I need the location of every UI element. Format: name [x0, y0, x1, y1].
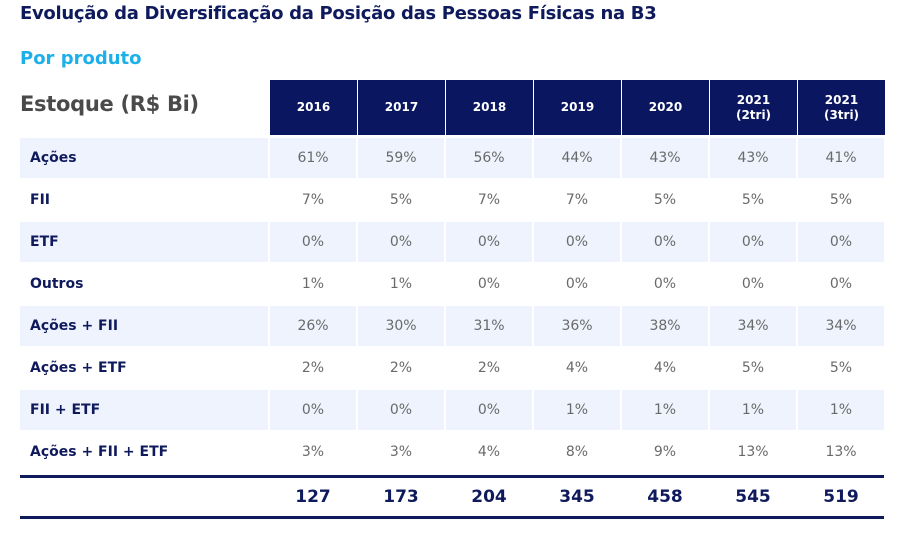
- page-subtitle: Por produto: [20, 48, 142, 69]
- table-cell: 0%: [477, 276, 501, 292]
- row-label: Outros: [30, 276, 84, 292]
- table-cell: 0%: [270, 222, 356, 262]
- table-cell: 4%: [653, 360, 677, 376]
- table-cell: 5%: [389, 192, 413, 208]
- table-cell: 30%: [358, 306, 444, 346]
- table-cell: 1%: [301, 276, 325, 292]
- table-row: FII + ETF 0% 0% 0% 1% 1% 1% 1%: [20, 390, 884, 430]
- row-label: Ações: [20, 138, 268, 178]
- total-cell: 458: [647, 487, 683, 507]
- table-cell: 0%: [798, 222, 884, 262]
- total-cell: 173: [383, 487, 419, 507]
- table-cell: 0%: [829, 276, 853, 292]
- table-corner-label: Estoque (R$ Bi): [20, 92, 199, 116]
- table-cell: 0%: [446, 390, 532, 430]
- table-cell: 1%: [534, 390, 620, 430]
- column-header: 2021 (2tri): [710, 80, 797, 135]
- table-cell: 5%: [829, 360, 853, 376]
- column-header: 2016: [270, 80, 357, 135]
- divider-line: [20, 475, 884, 478]
- divider-line: [20, 516, 884, 519]
- total-cell: 345: [559, 487, 595, 507]
- table-row: Outros 1% 1% 0% 0% 0% 0% 0%: [20, 264, 884, 304]
- table-cell: 0%: [534, 222, 620, 262]
- row-label: Ações + FII: [20, 306, 268, 346]
- row-label: ETF: [20, 222, 268, 262]
- table-cell: 34%: [710, 306, 796, 346]
- table-cell: 1%: [622, 390, 708, 430]
- table-cell: 1%: [389, 276, 413, 292]
- table-cell: 26%: [270, 306, 356, 346]
- table-cell: 3%: [389, 444, 413, 460]
- column-header: 2019: [534, 80, 621, 135]
- row-label: Ações + ETF: [30, 360, 127, 376]
- table-cell: 2%: [389, 360, 413, 376]
- table-cell: 13%: [737, 444, 769, 460]
- table-cell: 0%: [270, 390, 356, 430]
- table-cell: 0%: [565, 276, 589, 292]
- table-cell: 5%: [653, 192, 677, 208]
- table-row: Ações 61% 59% 56% 44% 43% 43% 41%: [20, 138, 884, 178]
- table-cell: 43%: [622, 138, 708, 178]
- table-cell: 5%: [829, 192, 853, 208]
- column-header: 2018: [446, 80, 533, 135]
- total-cell: 127: [295, 487, 331, 507]
- column-header: 2020: [622, 80, 709, 135]
- table-cell: 7%: [301, 192, 325, 208]
- table-cell: 8%: [565, 444, 589, 460]
- table-cell: 5%: [741, 192, 765, 208]
- table-cell: 4%: [565, 360, 589, 376]
- row-label: FII + ETF: [20, 390, 268, 430]
- table-cell: 34%: [798, 306, 884, 346]
- table-cell: 43%: [710, 138, 796, 178]
- table-cell: 2%: [477, 360, 501, 376]
- table-cell: 0%: [622, 222, 708, 262]
- table-row: ETF 0% 0% 0% 0% 0% 0% 0%: [20, 222, 884, 262]
- total-cell: 519: [823, 487, 859, 507]
- table-cell: 31%: [446, 306, 532, 346]
- table-cell: 0%: [653, 276, 677, 292]
- table-cell: 59%: [358, 138, 444, 178]
- table-cell: 0%: [446, 222, 532, 262]
- table-row: Ações + ETF 2% 2% 2% 4% 4% 5% 5%: [20, 348, 884, 388]
- column-header: 2021 (3tri): [798, 80, 885, 135]
- table-cell: 56%: [446, 138, 532, 178]
- table-row: Ações + FII 26% 30% 31% 36% 38% 34% 34%: [20, 306, 884, 346]
- table-cell: 0%: [710, 222, 796, 262]
- table-cell: 41%: [798, 138, 884, 178]
- table-cell: 5%: [741, 360, 765, 376]
- table-cell: 7%: [565, 192, 589, 208]
- table-cell: 38%: [622, 306, 708, 346]
- table-cell: 1%: [798, 390, 884, 430]
- table-cell: 0%: [741, 276, 765, 292]
- table-cell: 3%: [301, 444, 325, 460]
- table-cell: 0%: [358, 222, 444, 262]
- total-cell: 204: [471, 487, 507, 507]
- row-label: Ações + FII + ETF: [30, 444, 169, 460]
- table-cell: 2%: [301, 360, 325, 376]
- row-label: FII: [30, 192, 50, 208]
- table-cell: 4%: [477, 444, 501, 460]
- table-row: FII 7% 5% 7% 7% 5% 5% 5%: [20, 180, 884, 220]
- table-cell: 9%: [653, 444, 677, 460]
- page-title: Evolução da Diversificação da Posição da…: [20, 3, 657, 24]
- table-cell: 0%: [358, 390, 444, 430]
- table-cell: 13%: [825, 444, 857, 460]
- table-cell: 61%: [270, 138, 356, 178]
- table-cell: 7%: [477, 192, 501, 208]
- total-cell: 545: [735, 487, 771, 507]
- column-header: 2017: [358, 80, 445, 135]
- table-cell: 44%: [534, 138, 620, 178]
- table-cell: 36%: [534, 306, 620, 346]
- table-cell: 1%: [710, 390, 796, 430]
- table-row: Ações + FII + ETF 3% 3% 4% 8% 9% 13% 13%: [20, 432, 884, 472]
